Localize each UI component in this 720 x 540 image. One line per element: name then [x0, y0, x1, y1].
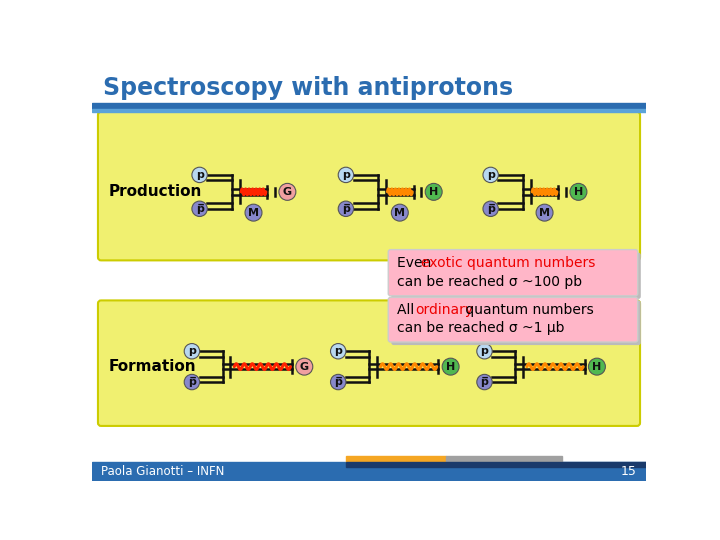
- Text: p̅: p̅: [342, 204, 350, 214]
- Text: p: p: [480, 346, 488, 356]
- Text: p: p: [342, 170, 350, 180]
- Text: p: p: [487, 170, 495, 180]
- FancyBboxPatch shape: [388, 298, 638, 342]
- Circle shape: [570, 184, 587, 200]
- Text: G: G: [283, 187, 292, 197]
- FancyBboxPatch shape: [98, 112, 640, 260]
- Circle shape: [477, 343, 492, 359]
- Circle shape: [192, 167, 207, 183]
- Text: Even: Even: [397, 255, 436, 269]
- Circle shape: [477, 374, 492, 390]
- Circle shape: [338, 201, 354, 217]
- Text: M: M: [395, 208, 405, 218]
- Circle shape: [426, 184, 442, 200]
- Circle shape: [330, 343, 346, 359]
- Circle shape: [184, 343, 199, 359]
- Bar: [92, 109, 647, 112]
- Text: All: All: [397, 303, 418, 318]
- Circle shape: [245, 204, 262, 221]
- FancyBboxPatch shape: [388, 249, 638, 296]
- Text: Spectroscopy with antiprotons: Spectroscopy with antiprotons: [104, 76, 513, 100]
- Text: p̅: p̅: [480, 377, 488, 387]
- Text: M: M: [248, 208, 259, 218]
- Text: H: H: [593, 362, 601, 372]
- Text: ordinary: ordinary: [415, 303, 473, 318]
- Text: p̅: p̅: [196, 204, 204, 214]
- Bar: [346, 456, 446, 462]
- Text: p: p: [334, 346, 342, 356]
- Circle shape: [442, 358, 459, 375]
- Bar: [92, 462, 647, 481]
- Circle shape: [392, 204, 408, 221]
- FancyBboxPatch shape: [392, 253, 641, 299]
- Circle shape: [483, 167, 498, 183]
- Text: p̅: p̅: [334, 377, 342, 387]
- Circle shape: [279, 184, 296, 200]
- Text: H: H: [429, 187, 438, 197]
- Text: Formation: Formation: [109, 359, 197, 374]
- Text: can be reached σ ~1 μb: can be reached σ ~1 μb: [397, 321, 564, 335]
- Text: M: M: [539, 208, 550, 218]
- Text: exotic quantum numbers: exotic quantum numbers: [421, 255, 595, 269]
- Circle shape: [184, 374, 199, 390]
- Text: H: H: [446, 362, 455, 372]
- Text: H: H: [574, 187, 583, 197]
- FancyBboxPatch shape: [392, 300, 641, 345]
- Circle shape: [192, 201, 207, 217]
- Circle shape: [483, 201, 498, 217]
- Text: p: p: [196, 170, 204, 180]
- Bar: [92, 103, 647, 109]
- Circle shape: [588, 358, 606, 375]
- Circle shape: [296, 358, 312, 375]
- Text: 15: 15: [621, 465, 637, 478]
- Text: p̅: p̅: [188, 377, 196, 387]
- Text: p̅: p̅: [487, 204, 495, 214]
- Bar: [92, 65, 647, 103]
- Text: p: p: [188, 346, 196, 356]
- Bar: [346, 462, 647, 467]
- Circle shape: [536, 204, 553, 221]
- Circle shape: [330, 374, 346, 390]
- Text: can be reached σ ~100 pb: can be reached σ ~100 pb: [397, 275, 582, 289]
- Text: G: G: [300, 362, 309, 372]
- Text: Production: Production: [109, 184, 202, 199]
- Text: Paola Gianotti – INFN: Paola Gianotti – INFN: [101, 465, 225, 478]
- Text: quantum numbers: quantum numbers: [462, 303, 594, 318]
- Bar: [446, 456, 562, 462]
- FancyBboxPatch shape: [98, 300, 640, 426]
- Circle shape: [338, 167, 354, 183]
